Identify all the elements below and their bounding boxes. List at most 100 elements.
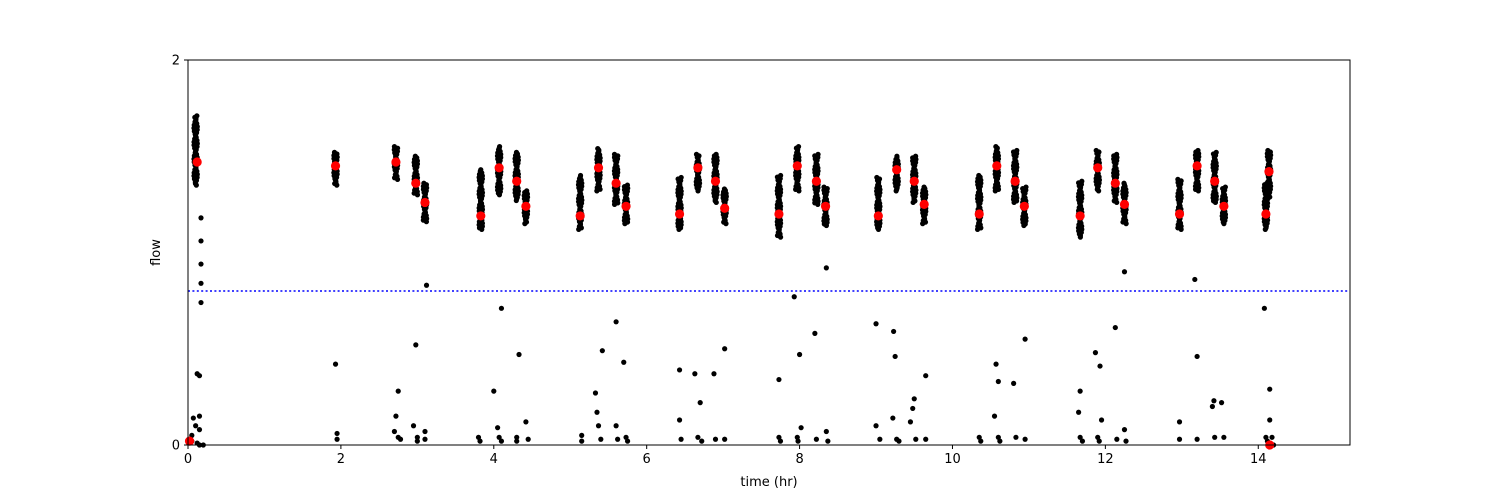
mean-flow-point xyxy=(184,436,195,446)
flow-point xyxy=(991,413,998,419)
flow-point xyxy=(791,294,797,300)
flow-point xyxy=(414,434,420,440)
flow-point xyxy=(393,413,399,419)
mean-flow-point xyxy=(1119,199,1130,209)
flow-point xyxy=(812,330,818,336)
flow-point xyxy=(1079,438,1086,444)
mean-flow-point xyxy=(974,209,984,219)
flow-point xyxy=(1096,438,1102,444)
x-tick-label: 10 xyxy=(944,452,961,467)
flow-point xyxy=(495,425,501,431)
flow-point xyxy=(873,423,879,429)
flow-point xyxy=(993,144,999,150)
flow-point xyxy=(422,436,428,442)
flow-point xyxy=(579,432,585,438)
y-tick-label: 0 xyxy=(172,439,180,454)
flow-point xyxy=(613,319,619,325)
flow-point xyxy=(1093,147,1099,154)
flow-point xyxy=(1121,269,1128,275)
mean-flow-point xyxy=(811,176,822,186)
flow-point xyxy=(678,174,684,181)
flow-point xyxy=(196,373,203,379)
flow-point xyxy=(190,415,196,421)
flow-point xyxy=(693,151,700,157)
flow-point xyxy=(1092,350,1099,356)
mean-flow-point xyxy=(720,203,730,213)
flow-point xyxy=(911,396,917,402)
flow-point xyxy=(910,405,916,412)
flow-point xyxy=(823,265,829,271)
y-axis-label: flow xyxy=(149,239,164,266)
flow-point xyxy=(1267,417,1273,423)
flow-point xyxy=(615,436,621,442)
plot-frame xyxy=(187,59,1351,446)
flow-point xyxy=(524,188,530,194)
flow-point xyxy=(421,180,427,186)
flow-point xyxy=(423,282,430,288)
mean-flow-point xyxy=(1110,178,1120,188)
flow-point xyxy=(592,390,599,396)
y-tick-label: 2 xyxy=(172,54,180,69)
x-axis: 0 2 4 6 8 10 12 14 xyxy=(184,445,1267,467)
flow-point xyxy=(1192,276,1198,283)
flow-point xyxy=(1175,176,1181,182)
flow-point xyxy=(1194,436,1200,442)
flow-point xyxy=(198,261,204,267)
flow-point xyxy=(498,305,505,311)
flow-point xyxy=(1222,184,1228,190)
flow-point xyxy=(815,151,821,157)
flow-point xyxy=(1076,409,1082,415)
flow-point xyxy=(776,376,782,383)
flow-point xyxy=(997,438,1003,444)
flow-point xyxy=(611,151,618,157)
flow-point xyxy=(821,184,827,190)
mean-flow-point xyxy=(1210,176,1220,186)
mean-flow-point xyxy=(391,157,401,167)
scatter-marks xyxy=(184,113,1277,450)
flow-point xyxy=(795,438,801,444)
flow-point xyxy=(890,415,896,421)
x-tick-label: 4 xyxy=(490,452,498,467)
flow-point xyxy=(621,359,627,365)
flow-point xyxy=(1218,400,1225,406)
flow-point xyxy=(391,428,398,435)
flow-point xyxy=(395,388,401,394)
flow-point xyxy=(478,167,484,173)
plot-area xyxy=(184,59,1351,450)
flow-point xyxy=(525,436,531,442)
mean-flow-point xyxy=(873,211,883,221)
flow-point xyxy=(1098,417,1105,423)
flow-point xyxy=(595,423,602,429)
flow-point xyxy=(198,215,204,221)
flow-point xyxy=(1014,147,1020,154)
flow-point xyxy=(422,428,428,435)
flow-point xyxy=(1265,147,1271,154)
flow-point xyxy=(332,361,339,367)
mean-flow-point xyxy=(512,176,522,186)
flow-point xyxy=(496,144,503,150)
flow-point xyxy=(1077,388,1083,394)
flow-point xyxy=(907,419,914,425)
flow-point xyxy=(777,438,784,444)
flow-point xyxy=(712,436,719,442)
flow-point xyxy=(1023,184,1029,190)
plot-background xyxy=(188,60,1350,445)
flow-point xyxy=(599,348,605,354)
flow-point xyxy=(722,346,728,352)
flow-point xyxy=(976,172,982,179)
flow-point xyxy=(778,172,784,179)
flow-point xyxy=(514,434,520,440)
y-axis: 02 xyxy=(172,54,188,454)
mean-flow-point xyxy=(494,163,504,173)
mean-flow-point xyxy=(1174,209,1185,219)
flow-point xyxy=(676,417,683,423)
flow-point xyxy=(410,423,417,429)
flow-point xyxy=(796,351,803,358)
flow-point xyxy=(334,430,340,437)
flow-point xyxy=(523,419,529,425)
flow-point xyxy=(1176,436,1183,442)
flow-point xyxy=(978,438,984,444)
flow-point xyxy=(334,436,340,442)
flow-point xyxy=(1212,434,1218,440)
flow-point xyxy=(676,367,683,373)
